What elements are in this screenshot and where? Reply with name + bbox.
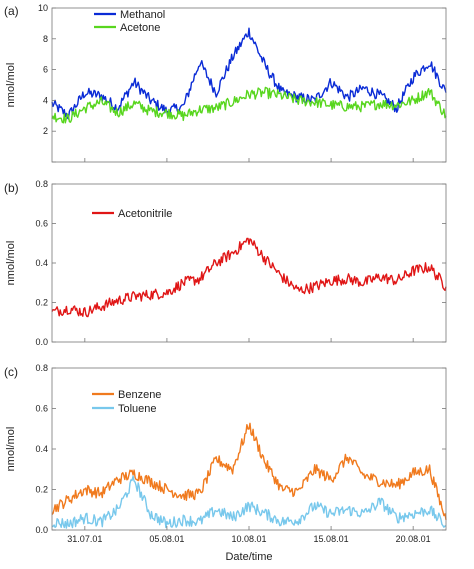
panel-1: 0.0 0.2 0.4 0.6 0.8 nmol/mol (b) Acetonitrile bbox=[4, 179, 447, 347]
y-tick-label: 0.0 bbox=[35, 337, 48, 347]
y-tick-label: 10 bbox=[38, 3, 48, 13]
series-line-toluene bbox=[51, 475, 446, 529]
y-tick-label: 0.6 bbox=[35, 219, 48, 229]
panel-2: 0.0 0.2 0.4 0.6 0.8 31.07.01 05.08.01 10.08.01 1… bbox=[4, 363, 447, 563]
legend-label-toluene: Toluene bbox=[118, 403, 157, 415]
panel-label: (b) bbox=[4, 181, 19, 195]
legend-label-acetonitrile: Acetonitrile bbox=[118, 208, 172, 220]
y-tick-label: 4 bbox=[43, 95, 48, 105]
legend-label-acetone: Acetone bbox=[120, 22, 160, 34]
panel-label: (c) bbox=[4, 365, 18, 379]
x-axis-label: Date/time bbox=[225, 551, 272, 563]
series-line-benzene bbox=[51, 422, 447, 521]
y-tick-label: 0.4 bbox=[35, 258, 48, 268]
y-tick-label: 0.8 bbox=[35, 363, 48, 373]
x-tick-label: 31.07.01 bbox=[67, 534, 102, 544]
panel-label: (a) bbox=[4, 4, 19, 18]
legend-label-benzene: Benzene bbox=[118, 389, 161, 401]
series-line-acetone bbox=[51, 86, 447, 124]
series-line-methanol bbox=[51, 27, 447, 120]
y-tick-label: 0.4 bbox=[35, 444, 48, 454]
legend-label-methanol: Methanol bbox=[120, 9, 165, 21]
y-tick-label: 0.6 bbox=[35, 404, 48, 414]
x-tick-label: 15.08.01 bbox=[314, 534, 349, 544]
x-tick-label: 20.08.01 bbox=[396, 534, 431, 544]
y-tick-label: 8 bbox=[43, 34, 48, 44]
x-tick-label: 05.08.01 bbox=[149, 534, 184, 544]
plot-frame bbox=[51, 183, 447, 343]
y-tick-label: 0.2 bbox=[35, 298, 48, 308]
y-axis-label: nmol/mol bbox=[5, 241, 17, 286]
series-line-acetonitrile bbox=[51, 237, 447, 318]
y-tick-label: 0.0 bbox=[35, 525, 48, 535]
x-tick-label: 10.08.01 bbox=[231, 534, 266, 544]
y-axis-label: nmol/mol bbox=[5, 427, 17, 472]
y-tick-label: 2 bbox=[43, 126, 48, 136]
y-tick-label: 6 bbox=[43, 65, 48, 75]
y-tick-label: 0.8 bbox=[35, 179, 48, 189]
y-tick-label: 0.2 bbox=[35, 485, 48, 495]
y-axis-label: nmol/mol bbox=[5, 63, 17, 108]
